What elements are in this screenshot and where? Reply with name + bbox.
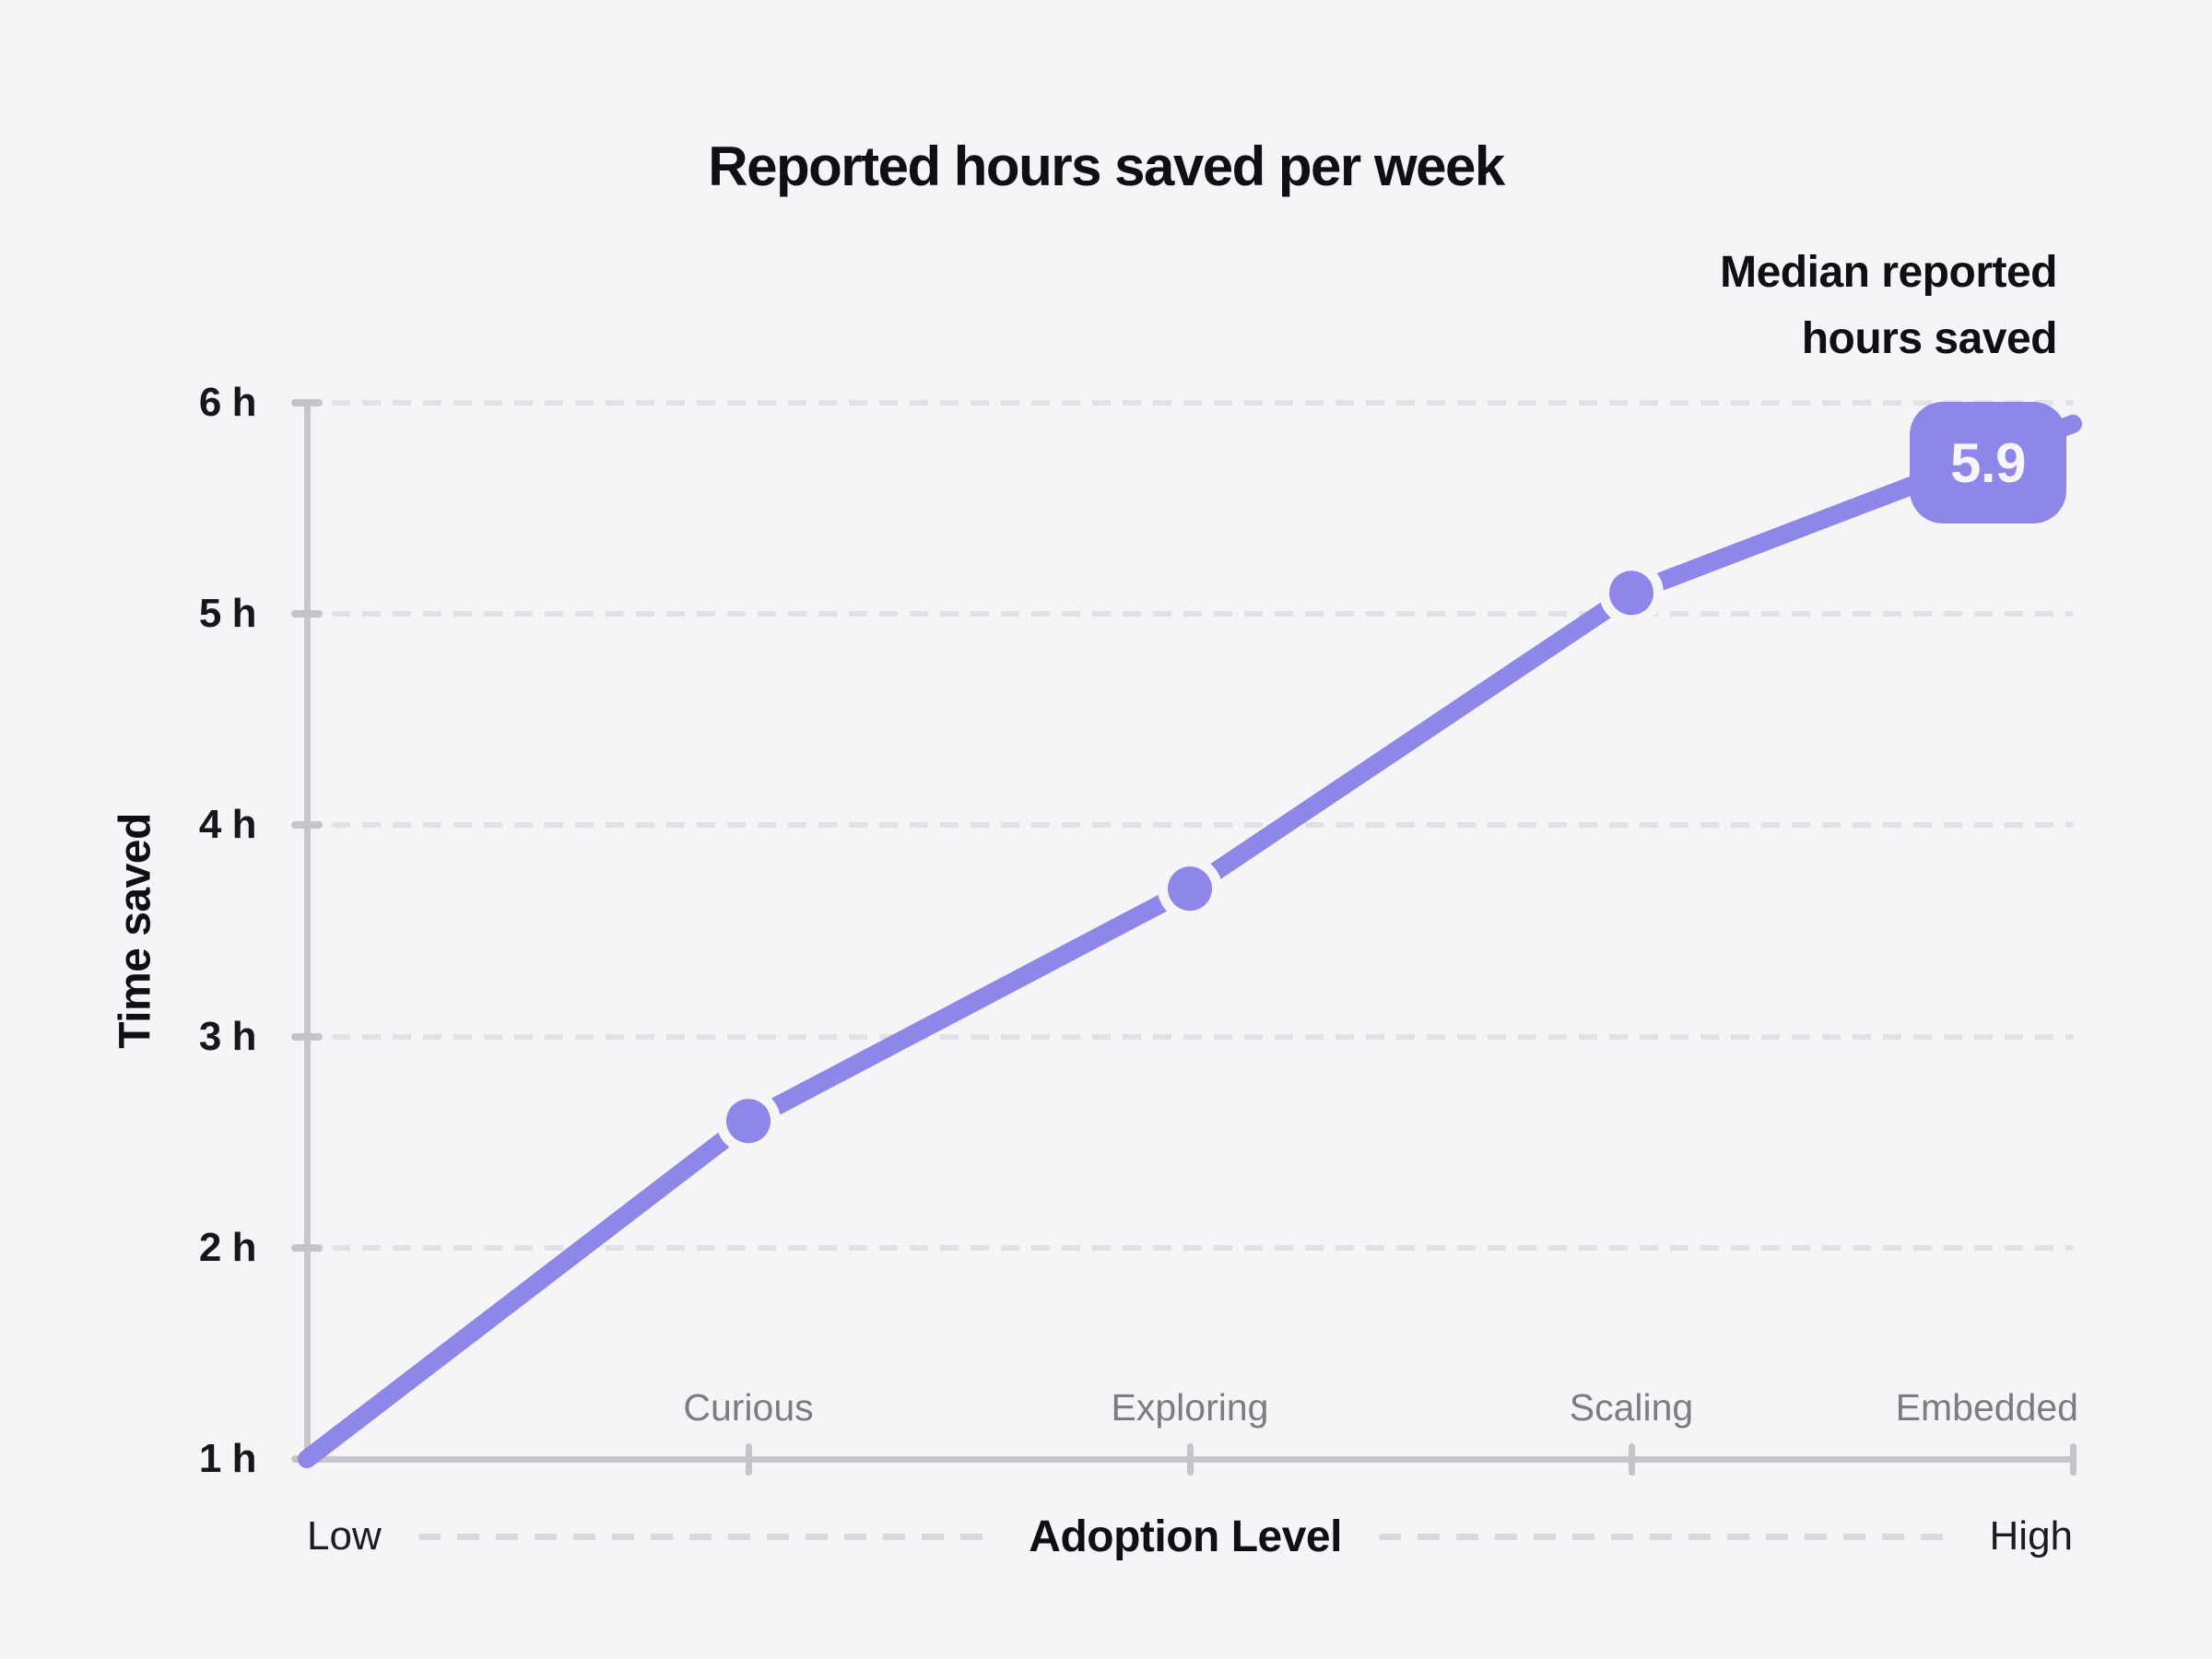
x-axis-tick: [2070, 1443, 2077, 1476]
legend: Median reported hours saved: [1720, 240, 2057, 372]
x-axis-max-label: High: [1989, 1513, 2074, 1559]
y-axis-tick-label: 6 h: [198, 380, 257, 425]
legend-line-1: Median reported: [1720, 248, 2057, 297]
x-axis-dashed-line-right: [1378, 1533, 1953, 1540]
x-axis-scale-row: Low Adoption Level High: [307, 1506, 2073, 1567]
y-axis-tick: [291, 1032, 323, 1041]
chart-title: Reported hours saved per week: [708, 135, 1505, 197]
x-axis-title: Adoption Level: [1029, 1512, 1342, 1561]
y-axis-tick-label: 3 h: [198, 1013, 257, 1059]
y-axis-tick: [291, 610, 323, 618]
y-axis-tick: [291, 821, 323, 830]
data-point: [1168, 866, 1212, 912]
category-label: Curious: [683, 1386, 814, 1429]
y-axis-tick-label: 5 h: [198, 591, 257, 637]
x-axis-tick: [746, 1443, 752, 1476]
gridline: [332, 1033, 2074, 1040]
y-axis-tick-label: 1 h: [198, 1436, 257, 1481]
legend-line-2: hours saved: [1801, 314, 2058, 363]
highlight-value: 5.9: [1950, 431, 2026, 494]
y-axis-tick: [291, 399, 323, 406]
gridline: [332, 400, 2074, 406]
y-axis-tick-label: 4 h: [198, 802, 257, 848]
line-series: [298, 414, 2082, 1468]
highlight-value-badge: 5.9: [1910, 402, 2066, 524]
category-label: Scaling: [1569, 1386, 1694, 1429]
data-point: [1609, 571, 1653, 616]
x-axis-tick: [1187, 1443, 1194, 1476]
y-axis-tick-label: 2 h: [198, 1224, 257, 1270]
y-axis-line: [304, 403, 311, 1463]
data-point: [726, 1099, 771, 1144]
gridline: [332, 822, 2074, 829]
x-axis-min-label: Low: [307, 1513, 382, 1559]
gridline: [332, 1244, 2074, 1251]
category-label: Embedded: [1895, 1386, 2078, 1429]
category-label: Exploring: [1111, 1386, 1269, 1429]
y-axis-tick: [291, 1243, 323, 1252]
x-axis-dashed-line-left: [418, 1533, 993, 1540]
gridline: [332, 611, 2074, 618]
x-axis-tick: [1629, 1443, 1635, 1476]
